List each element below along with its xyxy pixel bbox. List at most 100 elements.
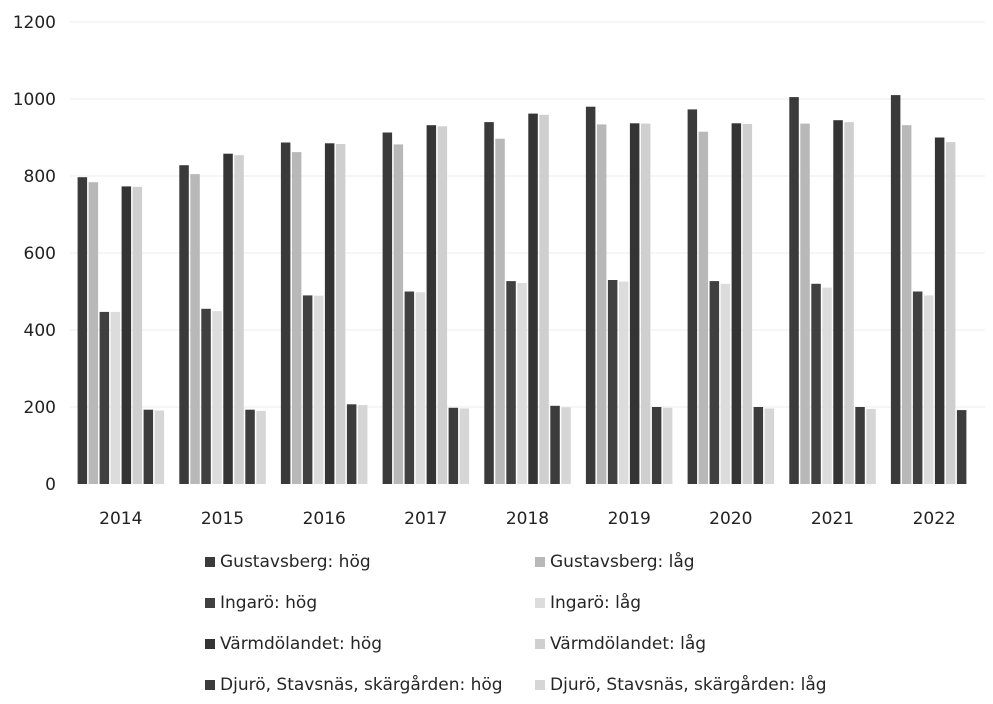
bar [550,405,560,484]
bar [742,124,753,484]
bar [866,408,876,484]
y-tick-label: 1000 [13,90,56,110]
bar [934,137,945,484]
y-axis: 0 200 400 600 800 1000 1200 [13,13,56,495]
legend-swatch [205,639,215,649]
bar [404,291,415,484]
bar [539,114,549,485]
y-tick-label: 600 [24,244,56,264]
bar [517,283,527,484]
bar [179,165,189,484]
bar [651,407,662,484]
legend-item: Djurö, Stavsnäs, skärgården: låg [535,671,845,699]
bar [393,144,404,484]
bar [698,131,709,484]
bar [110,311,121,484]
bar [484,122,494,484]
bar [923,295,934,484]
x-tick-label: 2022 [913,509,956,529]
bar [291,152,302,484]
bar [256,410,266,484]
bar [618,281,629,484]
bar [709,281,720,484]
legend-swatch [535,680,545,690]
bar [448,407,459,484]
bar [585,106,596,484]
y-tick-label: 1200 [13,13,56,33]
x-tick-label: 2021 [811,509,854,529]
legend-label: Värmdölandet: hög [220,634,383,654]
x-tick-label: 2014 [99,509,142,529]
bar [280,142,291,484]
bar [833,120,843,484]
bar [956,410,967,484]
x-axis: 2014 2015 2016 2017 2018 2019 2020 2021 2022 [99,509,956,529]
bar [662,407,673,484]
bar [437,126,448,485]
legend-label: Gustavsberg: hög [220,552,371,572]
bar [901,125,912,484]
legend-label: Djurö, Stavsnäs, skärgården: låg [550,675,827,695]
legend: Gustavsberg: hög Gustavsberg: låg Ingarö: … [205,548,845,699]
bar [346,404,357,484]
bar [77,177,88,484]
bar [720,283,731,484]
bar [154,410,165,484]
bar [890,95,901,484]
bar [99,311,110,484]
bar [528,113,538,484]
bar [382,132,393,484]
x-tick-label: 2016 [303,509,346,529]
legend-item: Djurö, Stavsnäs, skärgården: hög [205,671,535,699]
bar [506,281,516,484]
bar [459,408,470,484]
x-tick-label: 2015 [201,509,244,529]
legend-item: Gustavsberg: hög [205,548,535,576]
bar [811,283,821,484]
bar [302,295,313,484]
bar [223,153,233,484]
x-tick-label: 2018 [506,509,549,529]
bar [789,97,799,484]
bar [687,109,698,485]
y-tick-label: 200 [24,398,56,418]
legend-swatch [205,557,215,567]
legend-swatch [535,557,545,567]
bar [495,138,505,484]
bar [212,311,222,484]
bar [596,124,607,485]
legend-item: Ingarö: hög [205,589,535,617]
legend-swatch [205,598,215,608]
y-tick-label: 800 [24,167,56,187]
bar [607,280,618,484]
bar [426,125,437,484]
bar [201,308,211,484]
bar [190,174,200,484]
bar [234,155,244,484]
legend-item: Värmdölandet: låg [535,630,845,658]
x-tick-label: 2017 [404,509,447,529]
bar [945,142,956,484]
bar [640,123,651,484]
bar [629,123,640,485]
bar [822,287,832,484]
legend-item: Gustavsberg: låg [535,548,845,576]
legend-swatch [535,639,545,649]
y-tick-label: 400 [24,321,56,341]
y-tick-label: 0 [45,475,56,495]
bar [132,186,143,485]
bar [731,123,742,485]
bar [88,182,99,484]
bar [912,291,923,484]
x-tick-label: 2020 [709,509,752,529]
legend-label: Djurö, Stavsnäs, skärgården: hög [220,675,503,695]
bar [335,144,346,484]
bar [800,123,810,484]
legend-swatch [535,598,545,608]
legend-label: Gustavsberg: låg [550,552,695,572]
x-tick-label: 2019 [608,509,651,529]
bar [324,143,335,485]
bar [143,409,154,484]
bar [764,408,775,484]
